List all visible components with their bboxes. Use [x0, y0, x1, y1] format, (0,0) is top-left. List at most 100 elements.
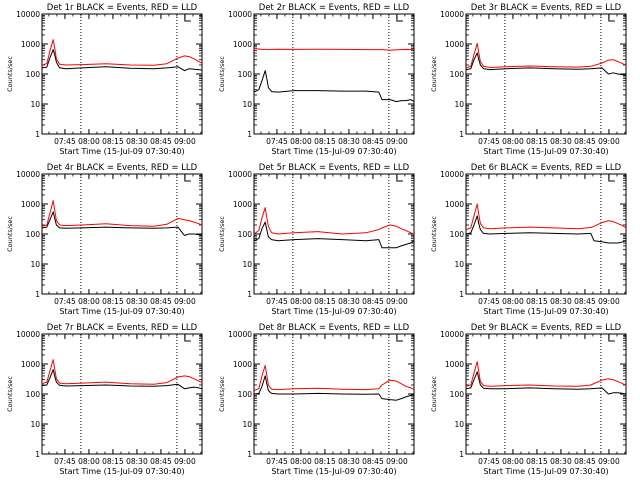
y-tick-label: 1 [459, 290, 464, 299]
x-tick-label: 08:00 [290, 297, 312, 306]
panel-title: Det 7r BLACK = Events, RED = LLD [47, 323, 198, 333]
x-tick-label: 09:00 [598, 297, 620, 306]
y-tick-label: 10 [30, 260, 40, 269]
attenuator-bracket-marker [608, 174, 615, 182]
panel-title: Det 9r BLACK = Events, RED = LLD [471, 323, 622, 333]
attenuator-bracket-marker [184, 334, 191, 342]
y-tick-label: 1 [247, 450, 252, 459]
y-tick-label: 100 [450, 70, 465, 79]
x-tick-label: 09:00 [386, 457, 408, 466]
x-tick-label: 07:45 [478, 297, 500, 306]
x-tick-label: 08:30 [126, 137, 148, 146]
panel-title: Det 8r BLACK = Events, RED = LLD [259, 323, 410, 333]
y-axis-label: Counts/sec [6, 216, 14, 252]
x-tick-label: 08:45 [362, 137, 384, 146]
y-tick-label: 10000 [228, 10, 252, 19]
y-tick-label: 1000 [21, 40, 40, 49]
y-axis-label: Counts/sec [218, 56, 226, 92]
x-tick-label: 08:15 [102, 297, 124, 306]
y-tick-label: 100 [238, 230, 253, 239]
x-tick-label: 07:45 [54, 137, 76, 146]
panel-title: Det 2r BLACK = Events, RED = LLD [259, 3, 410, 13]
chart-panel: Det 4r BLACK = Events, RED = LLD 1 10 100 10… [6, 163, 203, 316]
y-tick-label: 100 [450, 230, 465, 239]
x-tick-label: 08:15 [314, 137, 336, 146]
events-rate-line [465, 215, 627, 244]
x-tick-label: 08:45 [150, 457, 172, 466]
x-tick-label: 08:30 [126, 457, 148, 466]
x-tick-label: 07:45 [478, 457, 500, 466]
x-tick-label: 08:30 [338, 457, 360, 466]
attenuator-bracket-marker [396, 174, 403, 182]
x-tick-label: 08:00 [502, 137, 524, 146]
y-tick-label: 100 [238, 390, 253, 399]
x-tick-label: 08:15 [314, 297, 336, 306]
y-tick-label: 10 [242, 420, 252, 429]
attenuator-bracket-marker [184, 14, 191, 22]
x-tick-label: 08:45 [574, 457, 596, 466]
y-axis-label: Counts/sec [218, 376, 226, 412]
y-tick-label: 1 [35, 130, 40, 139]
x-axis-label: Start Time (15-Jul-09 07:30:40) [483, 307, 608, 316]
events-rate-line [465, 52, 627, 76]
x-tick-label: 08:15 [314, 457, 336, 466]
x-tick-label: 08:30 [550, 297, 572, 306]
x-axis-label: Start Time (15-Jul-09 07:30:40) [271, 467, 396, 476]
x-tick-label: 09:00 [386, 137, 408, 146]
x-tick-label: 08:45 [150, 297, 172, 306]
panel-title: Det 4r BLACK = Events, RED = LLD [47, 163, 198, 173]
y-axis-label: Counts/sec [430, 216, 438, 252]
chart-panel: Det 8r BLACK = Events, RED = LLD 1 10 100 10… [218, 323, 415, 476]
y-tick-label: 1000 [445, 40, 464, 49]
x-tick-label: 09:00 [598, 457, 620, 466]
x-tick-label: 09:00 [174, 457, 196, 466]
x-tick-label: 08:00 [78, 457, 100, 466]
x-tick-label: 08:30 [126, 297, 148, 306]
lld-rate-line [253, 48, 415, 51]
chart-panel: Det 2r BLACK = Events, RED = LLD 1 10 100 10… [218, 3, 415, 156]
x-tick-label: 07:45 [478, 137, 500, 146]
y-tick-label: 10 [454, 260, 464, 269]
y-tick-label: 1 [459, 450, 464, 459]
x-tick-label: 07:45 [54, 457, 76, 466]
x-axis-label: Start Time (15-Jul-09 07:30:40) [271, 307, 396, 316]
y-tick-label: 10 [242, 100, 252, 109]
events-rate-line [253, 221, 415, 249]
attenuator-bracket-marker [396, 14, 403, 22]
x-tick-label: 08:30 [550, 457, 572, 466]
panel-grid: Det 1r BLACK = Events, RED = LLD11010010… [6, 3, 627, 476]
lld-rate-line [253, 364, 415, 392]
y-tick-label: 10 [454, 100, 464, 109]
y-tick-label: 1000 [445, 200, 464, 209]
y-tick-label: 1 [35, 290, 40, 299]
attenuator-bracket-marker [184, 174, 191, 182]
y-tick-label: 10000 [440, 330, 464, 339]
chart-panel: Det 5r BLACK = Events, RED = LLD 1 10 100 10… [218, 163, 415, 316]
y-tick-label: 10 [454, 420, 464, 429]
x-tick-label: 08:00 [78, 297, 100, 306]
x-tick-label: 07:45 [54, 297, 76, 306]
x-tick-label: 08:00 [502, 297, 524, 306]
attenuator-bracket-marker [608, 334, 615, 342]
y-tick-label: 10 [242, 260, 252, 269]
events-rate-line [465, 371, 627, 395]
lld-rate-line [253, 207, 415, 235]
y-tick-label: 100 [238, 70, 253, 79]
y-axis-label: Counts/sec [6, 376, 14, 412]
x-axis-label: Start Time (15-Jul-09 07:30:40) [59, 467, 184, 476]
y-tick-label: 10000 [440, 170, 464, 179]
x-tick-label: 08:15 [526, 457, 548, 466]
y-tick-label: 10000 [228, 170, 252, 179]
y-tick-label: 1000 [21, 200, 40, 209]
lld-rate-line [41, 39, 203, 66]
panel-title: Det 5r BLACK = Events, RED = LLD [259, 163, 410, 173]
y-tick-label: 1000 [21, 360, 40, 369]
x-axis-label: Start Time (15-Jul-09 07:30:40) [59, 147, 184, 156]
lld-rate-line [465, 203, 627, 231]
y-axis-label: Counts/sec [218, 216, 226, 252]
chart-panel: Det 7r BLACK = Events, RED = LLD 1 10 100 10… [6, 323, 203, 476]
x-axis-label: Start Time (15-Jul-09 07:30:40) [483, 147, 608, 156]
y-tick-label: 1000 [445, 360, 464, 369]
